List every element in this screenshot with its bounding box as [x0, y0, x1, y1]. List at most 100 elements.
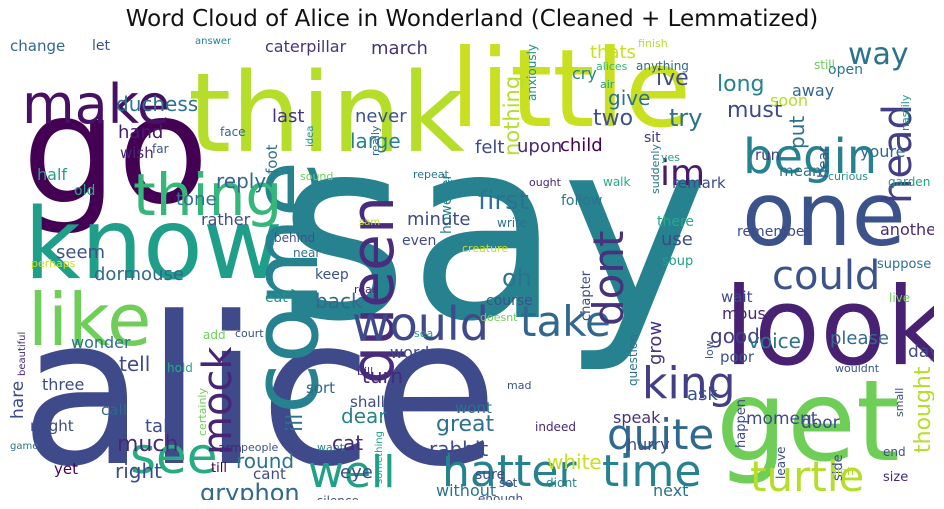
cloud-word-half: half: [37, 165, 68, 184]
cloud-word-far: far: [152, 142, 169, 156]
cloud-word-garden: garden: [888, 175, 931, 189]
cloud-word-soon: soon: [770, 91, 809, 110]
cloud-word-hold: hold: [167, 361, 193, 375]
cloud-word-march: march: [371, 38, 428, 59]
cloud-word-great: great: [436, 412, 495, 437]
cloud-word-large: large: [350, 129, 401, 153]
cloud-word-hand: hand: [118, 122, 164, 143]
cloud-word-open: open: [828, 62, 863, 78]
cloud-word-walk: walk: [603, 175, 631, 189]
cloud-word-youre: youre: [860, 142, 906, 161]
cloud-word-enough: enough: [478, 492, 524, 500]
cloud-word-silence: silence: [317, 495, 359, 500]
cloud-word-till: till: [211, 461, 227, 476]
cloud-word-little: little: [450, 36, 692, 152]
cloud-word-indeed: indeed: [535, 420, 576, 434]
cloud-word-add: add: [203, 328, 226, 342]
cloud-word-court: court: [235, 327, 264, 340]
cloud-word-two: two: [593, 106, 634, 131]
cloud-word-mouse: mouse: [722, 304, 776, 323]
cloud-word-bill: bill: [357, 365, 374, 378]
cloud-word-could: could: [772, 253, 881, 299]
cloud-word-mad: mad: [507, 379, 532, 392]
cloud-word-way: way: [848, 37, 909, 72]
cloud-word-leave: leave: [774, 446, 788, 479]
cloud-word-speak: speak: [613, 408, 661, 427]
cloud-word-jury: jury: [447, 176, 469, 189]
cloud-word-ought: ought: [529, 176, 561, 189]
cloud-word-sort: sort: [306, 379, 336, 397]
cloud-word-seem: seem: [56, 242, 106, 263]
cloud-word-please: please: [830, 328, 889, 349]
cloud-word-remember: remember: [737, 224, 811, 240]
cloud-word-follow: follow: [561, 193, 603, 209]
cloud-word-ive: ive: [656, 66, 689, 91]
cloud-word-low: low: [703, 340, 716, 359]
cloud-word-moment: moment: [746, 409, 818, 429]
cloud-word-upon: upon: [517, 136, 563, 157]
cloud-word-tone: tone: [176, 189, 217, 210]
cloud-word-finish: finish: [638, 37, 668, 50]
cloud-word-thats: thats: [590, 42, 636, 63]
cloud-word-duchess: duchess: [116, 92, 199, 116]
cloud-word-turn: turn: [362, 364, 404, 388]
cloud-word-take: take: [520, 297, 611, 346]
cloud-word-felt: felt: [475, 137, 505, 158]
cloud-word-dear: dear: [341, 404, 387, 428]
cloud-word-yes: yes: [661, 151, 681, 164]
cloud-word-mean: mean: [779, 162, 822, 180]
cloud-word-im: im: [660, 153, 706, 194]
cloud-word-there: there: [657, 214, 695, 230]
cloud-word-still: still: [814, 58, 835, 72]
cloud-word-look: look: [724, 265, 934, 390]
cloud-word-sure: sure: [475, 467, 506, 483]
cloud-word-read: read: [354, 283, 379, 296]
cloud-word-air: air: [600, 78, 615, 91]
cloud-word-would: would: [352, 297, 489, 351]
cloud-word-doesnt: doesnt: [480, 311, 518, 324]
cloud-word-wont: wont: [455, 399, 492, 417]
cloud-word-creature: creature: [462, 242, 509, 255]
cloud-word-must: must: [727, 98, 783, 123]
cloud-word-rabbit: rabbit: [429, 437, 489, 461]
cloud-word-hurry: hurry: [627, 435, 670, 454]
cloud-word-sound: sound: [300, 170, 334, 183]
cloud-word-alice: alice: [20, 274, 499, 500]
cloud-word-good: good: [710, 324, 760, 348]
cloud-word-live: live: [889, 291, 911, 305]
cloud-word-repeat: repeat: [413, 168, 449, 181]
cloud-word-king: king: [642, 358, 736, 409]
cloud-word-white: white: [547, 450, 602, 474]
cloud-word-anxiously: anxiously: [525, 43, 539, 101]
cloud-word-child: child: [560, 135, 603, 156]
cloud-word-shall: shall: [350, 393, 385, 411]
cloud-word-ask: ask: [687, 384, 718, 405]
cloud-word-first: first: [478, 186, 529, 216]
cloud-word-begin: begin: [743, 129, 878, 185]
cloud-word-perhaps: perhaps: [31, 257, 76, 270]
cloud-word-face: face: [220, 125, 246, 139]
cloud-word-next: next: [653, 481, 689, 500]
cloud-word-chapter: chapter: [579, 270, 594, 321]
cloud-word-wish: wish: [120, 144, 154, 162]
cloud-word-turtle: turtle: [750, 452, 865, 500]
cloud-word-small: small: [893, 387, 906, 417]
cloud-word-cry: cry: [572, 64, 597, 83]
cloud-word-let: let: [92, 38, 110, 54]
cloud-word-really: really: [369, 125, 382, 156]
cloud-word-answer: answer: [195, 36, 232, 47]
cloud-word-like: like: [28, 278, 152, 362]
cloud-word-day: day: [908, 342, 934, 362]
cloud-word-cat: cat: [332, 431, 364, 455]
cloud-word-near: near: [293, 246, 321, 260]
cloud-word-word: word: [390, 343, 430, 362]
cloud-word-foot: foot: [263, 144, 281, 174]
cloud-word-back: back: [315, 289, 363, 313]
cloud-word-oh: oh: [502, 264, 532, 292]
cloud-word-sea: sea: [414, 327, 434, 340]
cloud-word-round: round: [236, 449, 295, 473]
cloud-word-know: know: [24, 188, 283, 302]
cloud-word-long: long: [717, 72, 765, 97]
cloud-word-voice: voice: [748, 329, 801, 353]
